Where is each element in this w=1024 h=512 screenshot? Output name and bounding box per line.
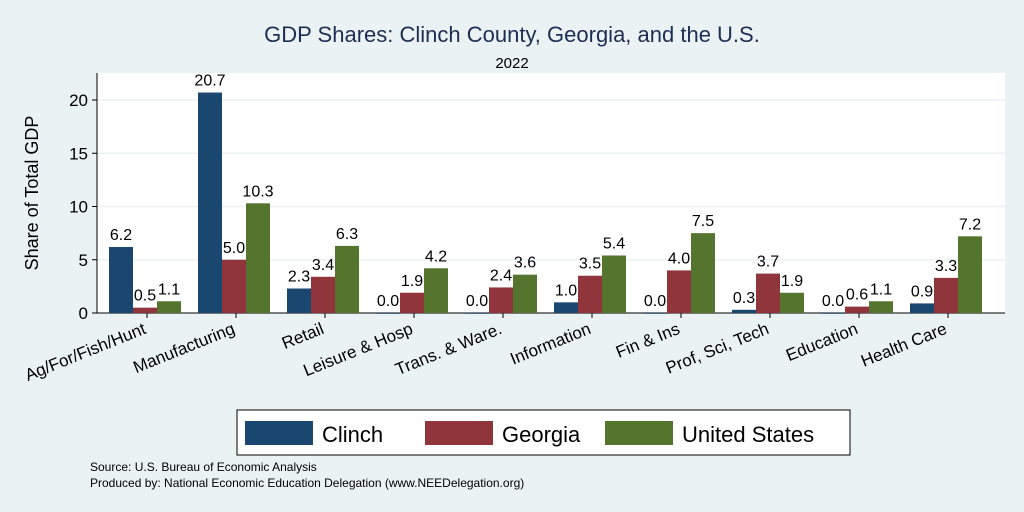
bar-united-states (869, 301, 893, 313)
data-label: 4.0 (668, 250, 690, 267)
y-tick-label: 10 (69, 198, 88, 217)
data-label: 0.0 (377, 293, 399, 310)
legend-swatch (245, 421, 313, 445)
y-tick-label: 5 (79, 251, 88, 270)
data-label: 5.4 (603, 235, 625, 252)
data-label: 0.0 (466, 293, 488, 310)
legend-label: United States (682, 422, 814, 447)
data-label: 7.5 (692, 213, 714, 230)
bar-clinch (821, 313, 845, 314)
data-label: 0.9 (911, 283, 933, 300)
bar-georgia (578, 275, 602, 313)
data-label: 3.4 (312, 257, 334, 274)
bar-clinch (910, 303, 934, 313)
bar-clinch (465, 313, 489, 314)
bar-united-states (691, 233, 715, 313)
bar-georgia (756, 273, 780, 313)
y-tick-label: 20 (69, 91, 88, 110)
y-tick-label: 0 (79, 304, 88, 323)
data-label: 6.3 (336, 226, 358, 243)
chart-title: GDP Shares: Clinch County, Georgia, and … (264, 22, 760, 47)
data-label: 3.6 (514, 255, 536, 272)
legend-label: Georgia (502, 422, 581, 447)
data-label: 1.1 (870, 281, 892, 298)
data-label: 0.5 (134, 288, 156, 305)
bar-united-states (513, 274, 537, 313)
data-label: 3.7 (757, 254, 779, 271)
bar-united-states (157, 301, 181, 313)
bar-clinch (287, 288, 311, 313)
bar-georgia (222, 259, 246, 313)
bar-clinch (643, 313, 667, 314)
data-label: 3.3 (935, 258, 957, 275)
x-tick-label: Information (508, 319, 594, 368)
data-label: 1.0 (555, 282, 577, 299)
x-tick-label: Ag/For/Fish/Hunt (22, 319, 149, 385)
data-label: 5.0 (223, 240, 245, 257)
bar-georgia (667, 270, 691, 313)
bar-georgia (311, 276, 335, 313)
y-tick-label: 15 (69, 144, 88, 163)
producer-note: Produced by: National Economic Education… (90, 476, 525, 490)
bar-clinch (376, 313, 400, 314)
data-label: 0.6 (846, 287, 868, 304)
source-note: Source: U.S. Bureau of Economic Analysis (90, 460, 317, 474)
data-label: 6.2 (110, 227, 132, 244)
x-tick-label: Health Care (858, 319, 949, 371)
legend (236, 409, 851, 456)
bar-united-states (424, 268, 448, 313)
bar-united-states (780, 292, 804, 313)
data-label: 3.5 (579, 256, 601, 273)
x-tick-label: Prof, Sci, Tech (663, 319, 771, 378)
bar-clinch (732, 309, 756, 313)
x-tick-label: Manufacturing (130, 319, 237, 377)
bar-georgia (845, 306, 869, 313)
bar-clinch (554, 302, 578, 313)
bar-united-states (602, 255, 626, 313)
bar-united-states (958, 236, 982, 313)
data-label: 7.2 (959, 216, 981, 233)
data-label: 1.1 (158, 281, 180, 298)
data-label: 20.7 (194, 73, 225, 90)
chart-subtitle: 2022 (495, 55, 528, 72)
data-label: 2.4 (490, 267, 512, 284)
data-label: 0.0 (644, 293, 666, 310)
data-label: 1.9 (401, 273, 423, 290)
x-tick-label: Retail (279, 319, 326, 353)
data-label: 0.0 (822, 293, 844, 310)
y-axis-label: Share of Total GDP (22, 116, 42, 271)
data-label: 0.3 (733, 290, 755, 307)
bar-united-states (246, 203, 270, 313)
legend-label: Clinch (322, 422, 383, 447)
data-label: 4.2 (425, 248, 447, 265)
bar-georgia (489, 287, 513, 313)
data-label: 1.9 (781, 273, 803, 290)
bar-clinch (198, 92, 222, 313)
bar-georgia (934, 277, 958, 313)
legend-swatch (605, 421, 673, 445)
bar-georgia (133, 307, 157, 313)
bar-georgia (400, 292, 424, 313)
bar-united-states (335, 245, 359, 313)
bar-clinch (109, 246, 133, 313)
data-label: 2.3 (288, 269, 310, 286)
legend-swatch (425, 421, 493, 445)
data-label: 10.3 (242, 183, 273, 200)
x-tick-label: Education (783, 319, 860, 365)
